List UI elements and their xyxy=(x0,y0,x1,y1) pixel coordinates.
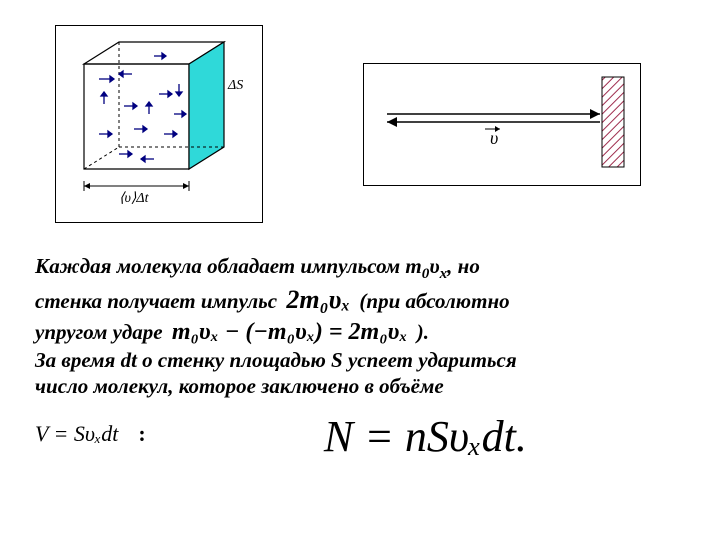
t5: число молекул, которое заключено в объём… xyxy=(35,374,444,398)
wall-svg: υ xyxy=(372,72,632,172)
volume-eq: V = Sυₓdt xyxy=(35,421,118,447)
frag-long: m₀υₓ − (−m₀υₓ) = 2m₀υₓ xyxy=(168,317,412,347)
dt: dt xyxy=(121,348,137,372)
main-equation: N = nSυₓdt. xyxy=(166,411,685,462)
t4b: о стенку площадью S успеет удариться xyxy=(137,348,517,372)
t1a: Каждая молекула обладает импульсом xyxy=(35,254,405,278)
deltaS-label: ΔS xyxy=(227,78,243,93)
t4a: За время xyxy=(35,348,121,372)
wall-figure: υ xyxy=(363,63,641,186)
paragraph: Каждая молекула обладает импульсом m0υx,… xyxy=(35,253,685,399)
cube-figure: ΔS ⟨υ⟩Δt xyxy=(55,25,263,223)
width-label: ⟨υ⟩Δt xyxy=(119,191,150,206)
frag-2m0vx: 2m₀υₓ xyxy=(282,284,354,317)
figures-row: ΔS ⟨υ⟩Δt υ xyxy=(55,25,685,223)
t3b: ). xyxy=(417,320,429,344)
cube-svg: ΔS ⟨υ⟩Δt xyxy=(64,34,254,209)
v-label: υ xyxy=(490,128,498,148)
t2b: (при абсолютно xyxy=(359,289,509,313)
colon: : xyxy=(138,421,145,447)
t3a: упругом ударе xyxy=(35,320,168,344)
t2a: стенка получает импульс xyxy=(35,289,282,313)
t1b: , но xyxy=(447,254,480,278)
m0vx: m0υx xyxy=(405,254,447,278)
equations-row: V = Sυₓdt : N = nSυₓdt. xyxy=(35,405,685,462)
